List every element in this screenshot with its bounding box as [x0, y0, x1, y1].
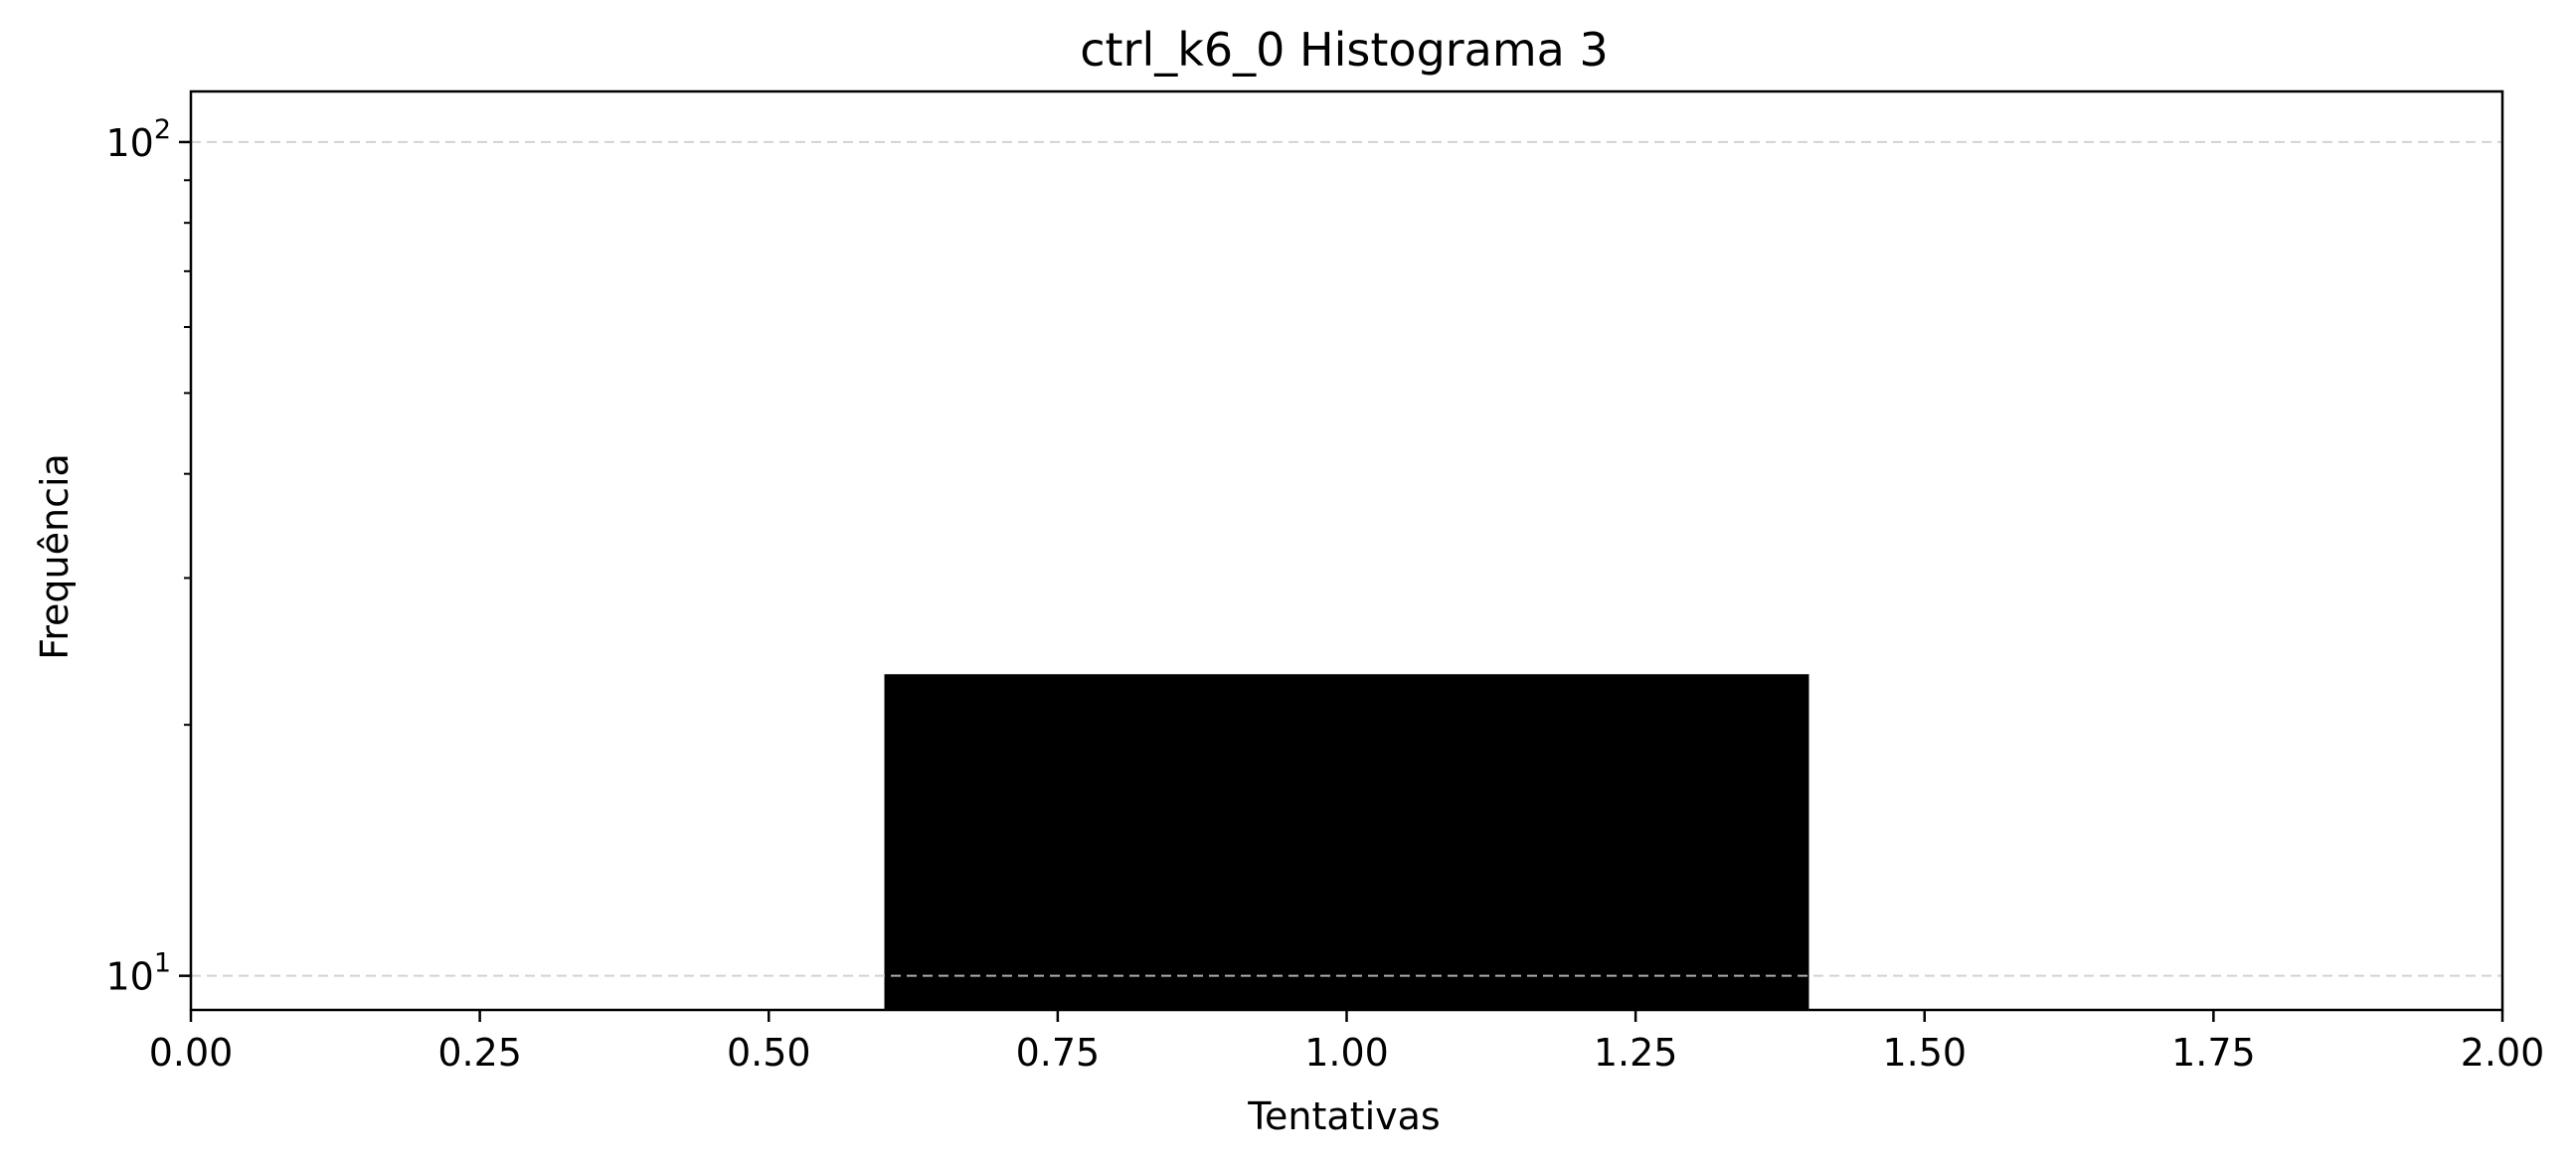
y-tick-label: 102	[105, 114, 171, 165]
x-axis-label: Tentativas	[1247, 1094, 1440, 1138]
x-tick-label: 1.25	[1594, 1031, 1678, 1075]
grid-lines	[191, 140, 2502, 977]
x-tick-label: 0.00	[149, 1031, 234, 1075]
bars	[884, 674, 1809, 1010]
x-tick-label: 0.25	[437, 1031, 522, 1075]
x-tick-label: 1.50	[1882, 1031, 1967, 1075]
x-tick-label: 1.00	[1304, 1031, 1389, 1075]
x-tick-label: 0.50	[727, 1031, 811, 1075]
y-tick-label: 101	[105, 948, 171, 999]
y-axis-ticks: 101 102	[105, 114, 191, 999]
histogram-bar-1	[884, 674, 1809, 1010]
chart-title: ctrl_k6_0 Histograma 3	[1080, 23, 1609, 77]
x-tick-label: 0.75	[1016, 1031, 1101, 1075]
x-axis-ticks: 0.00 0.25 0.50 0.75 1.00 1.25 1.50 1.75 2.00	[149, 1010, 2545, 1075]
x-tick-label: 1.75	[2171, 1031, 2256, 1075]
x-tick-label: 2.00	[2461, 1031, 2545, 1075]
y-axis-label: Frequência	[33, 453, 77, 660]
